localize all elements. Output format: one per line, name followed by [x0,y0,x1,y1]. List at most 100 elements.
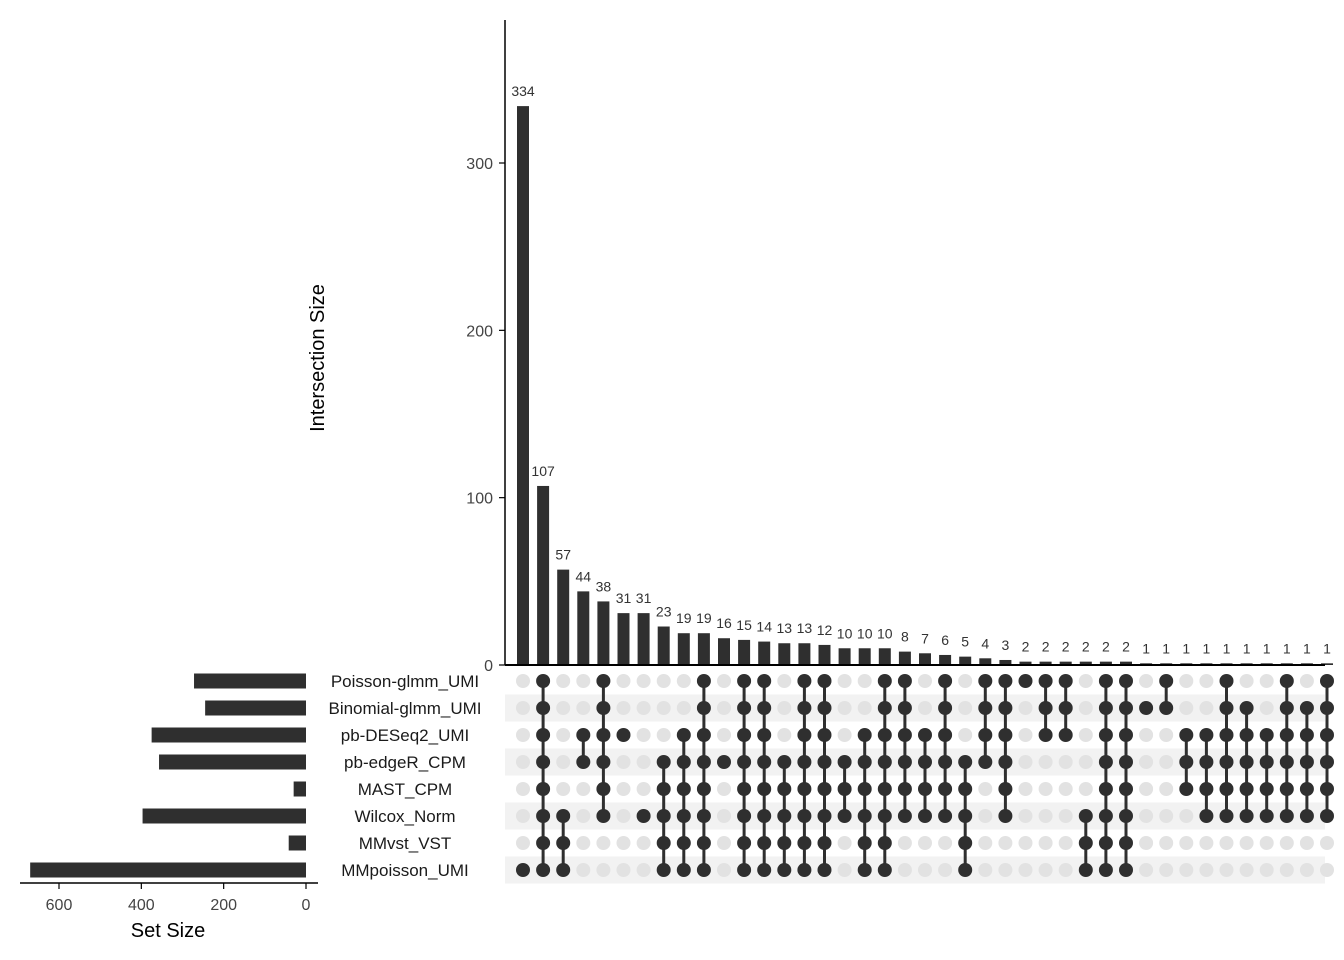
intersection-bar-label: 2 [1062,639,1070,655]
matrix-dot-inactive [777,701,792,715]
matrix-dot-active [757,782,772,796]
matrix-dot-active [897,674,912,688]
matrix-dot-active [1179,728,1194,742]
matrix-dot-active [656,782,671,796]
matrix-dot-active [1058,728,1073,742]
matrix-dot-inactive [616,674,631,688]
matrix-dot-active [1038,728,1053,742]
y-tick-label: 100 [466,491,493,508]
matrix-dot-inactive [978,782,993,796]
matrix-dot-active [1199,755,1214,769]
matrix-dot-active [536,863,551,877]
matrix-dot-active [1219,701,1234,715]
intersection-bar [898,651,911,665]
matrix-dot-active [897,782,912,796]
intersection-bar-label: 31 [636,590,652,606]
matrix-dot-inactive [1199,836,1214,850]
matrix-dot-inactive [1139,728,1154,742]
matrix-dot-active [877,836,892,850]
matrix-dot-active [696,836,711,850]
matrix-dot-active [757,755,772,769]
set-size-tick-label: 0 [302,897,311,914]
matrix-dot-inactive [1018,809,1033,823]
intersection-bar [657,626,670,665]
matrix-dot-inactive [1179,809,1194,823]
matrix-dot-inactive [1179,674,1194,688]
set-size-tick-label: 400 [128,897,155,914]
matrix-dot-active [1239,809,1254,823]
matrix-dot-active [656,836,671,850]
set-name-label: MAST_CPM [358,780,452,799]
matrix-dot-inactive [1058,755,1073,769]
set-size-bar [293,781,306,797]
matrix-dot-inactive [1159,782,1174,796]
intersection-bar-label: 8 [901,629,909,645]
matrix-dot-inactive [636,701,651,715]
intersection-bar [677,633,690,665]
matrix-dot-active [857,728,872,742]
intersection-bar [1059,661,1072,665]
matrix-dot-active [536,809,551,823]
intersection-bar [798,643,811,665]
matrix-dot-active [1078,809,1093,823]
matrix-dot-inactive [656,701,671,715]
matrix-dot-active [857,809,872,823]
matrix-dot-inactive [717,782,731,796]
matrix-dot-inactive [616,836,631,850]
matrix-dot-inactive [1078,755,1093,769]
matrix-dot-active [857,755,872,769]
intersection-bar-label: 1 [1283,640,1291,656]
intersection-bar [818,644,831,665]
set-size-bars [30,673,307,878]
matrix-dot-inactive [1159,836,1174,850]
matrix-dot-active [958,809,973,823]
matrix-dot-inactive [1179,836,1194,850]
intersection-y-axis: 0 100 200 300 [466,20,1325,675]
matrix-dot-active [837,755,852,769]
intersection-bar-label: 6 [941,632,949,648]
matrix-dot-inactive [616,755,631,769]
matrix-dot-active [1279,755,1294,769]
matrix-dot-active [978,755,993,769]
intersection-bar [1120,661,1132,665]
matrix-dot-inactive [596,836,611,850]
matrix-dot-inactive [1058,836,1073,850]
intersection-bar [999,659,1012,665]
matrix-dot-active [1279,701,1294,715]
intersection-bar [878,648,891,665]
matrix-dot-active [797,863,812,877]
matrix-dot-active [978,701,993,715]
matrix-dot-active [1279,782,1294,796]
matrix-dot-active [1199,782,1214,796]
set-size-bar [159,754,306,770]
matrix-dot-inactive [1139,863,1154,877]
matrix-dot-active [757,674,772,688]
matrix-dot-active [958,836,973,850]
matrix-dot-active [1239,782,1254,796]
matrix-dot-active [1098,701,1113,715]
matrix-dot-inactive [857,701,872,715]
matrix-dot-active [817,674,832,688]
intersection-bar [939,654,952,665]
matrix-dot-inactive [1259,863,1274,877]
matrix-dot-active [1299,782,1314,796]
matrix-dot-active [676,809,691,823]
intersection-bar-label: 14 [756,619,772,635]
matrix-dot-inactive [616,809,631,823]
matrix-dot-active [656,809,671,823]
matrix-dot-inactive [556,701,571,715]
matrix-dot-active [556,863,571,877]
matrix-dot-active [696,755,711,769]
matrix-dot-inactive [958,674,973,688]
matrix-dot-active [958,755,973,769]
intersection-bar [959,656,972,665]
matrix-dot-active [596,755,611,769]
matrix-dot-active [817,701,832,715]
matrix-dot-active [1159,701,1174,715]
matrix-dot-inactive [1038,836,1053,850]
set-name-label: MMpoisson_UMI [341,861,469,880]
matrix-dot-inactive [556,782,571,796]
intersection-bar [838,648,851,665]
intersection-bar-label: 57 [555,547,571,563]
intersection-bar-label: 107 [531,463,555,479]
